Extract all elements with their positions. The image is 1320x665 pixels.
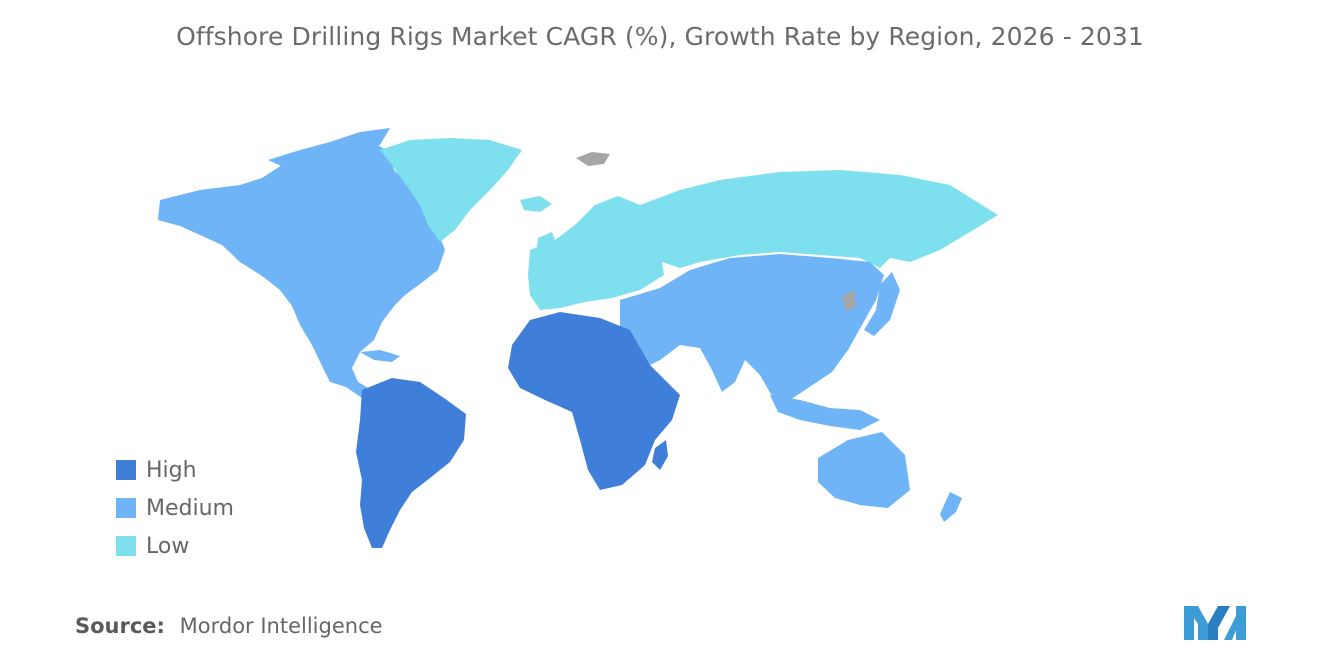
legend-label-low: Low (146, 533, 190, 559)
legend-swatch-high (116, 460, 136, 480)
legend-item-high: High (116, 451, 234, 489)
source-label: Source: (75, 614, 165, 638)
region-madagascar (652, 440, 668, 470)
legend-item-low: Low (116, 527, 234, 565)
region-south-america (356, 378, 466, 548)
source-line: Source: Mordor Intelligence (75, 614, 383, 638)
region-iceland (520, 196, 552, 212)
region-japan (864, 272, 900, 336)
map-legend: High Medium Low (116, 451, 234, 565)
region-australia (818, 432, 910, 508)
source-value: Mordor Intelligence (179, 614, 383, 638)
region-korea (842, 290, 856, 312)
mordor-logo-icon (1184, 606, 1246, 640)
region-africa (508, 312, 680, 490)
region-uk (536, 232, 558, 262)
legend-swatch-low (116, 536, 136, 556)
region-russia (640, 170, 998, 268)
region-asia (620, 254, 884, 400)
region-greenland (380, 138, 522, 242)
legend-label-medium: Medium (146, 495, 234, 521)
region-southeast-asia (770, 395, 880, 430)
region-canada-islands (268, 128, 390, 170)
legend-label-high: High (146, 457, 197, 483)
region-europe (528, 196, 664, 310)
legend-item-medium: Medium (116, 489, 234, 527)
chart-title: Offshore Drilling Rigs Market CAGR (%), … (176, 22, 1144, 51)
region-caribbean (360, 350, 400, 362)
legend-swatch-medium (116, 498, 136, 518)
region-svalbard (576, 152, 610, 166)
region-new-zealand (940, 492, 962, 522)
region-north-america (158, 142, 445, 408)
